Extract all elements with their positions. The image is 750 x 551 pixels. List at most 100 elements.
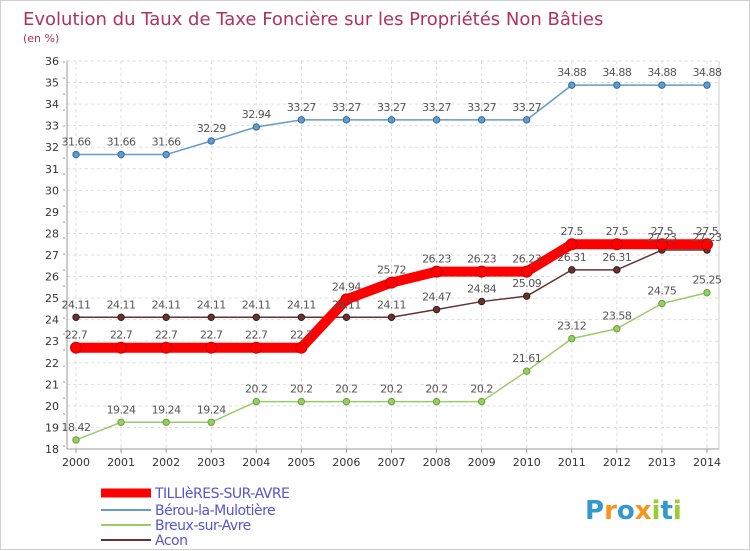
x-tick-label: 2011 bbox=[558, 456, 586, 469]
legend-label: Bérou-la-Mulotière bbox=[155, 503, 275, 519]
legend-label: Acon bbox=[155, 533, 187, 549]
data-label: 26.23 bbox=[422, 253, 451, 266]
brand-letter: i bbox=[652, 496, 661, 526]
data-label: 20.2 bbox=[245, 383, 268, 396]
data-label: 20.2 bbox=[470, 383, 493, 396]
x-tick-label: 2014 bbox=[693, 456, 721, 469]
brand-letter: x bbox=[635, 496, 652, 526]
data-point bbox=[613, 81, 621, 89]
y-tick-label: 26 bbox=[45, 271, 59, 284]
data-point bbox=[297, 397, 306, 406]
data-label: 19.24 bbox=[197, 403, 226, 416]
data-point bbox=[613, 325, 621, 333]
x-tick-label: 2000 bbox=[62, 456, 90, 469]
x-tick-label: 2009 bbox=[468, 456, 496, 469]
data-point bbox=[252, 313, 260, 321]
data-label: 33.27 bbox=[467, 101, 496, 114]
data-label: 33.27 bbox=[377, 101, 406, 114]
axes: 18 19 20 21 22 23 24 25 26 27 28 29 30 31 32 33 34 35 36 20… bbox=[45, 55, 721, 469]
data-point bbox=[250, 341, 263, 354]
data-label: 24.11 bbox=[107, 298, 136, 311]
data-label: 33.27 bbox=[332, 101, 361, 114]
x-tick-label: 2010 bbox=[513, 456, 541, 469]
x-tick-label: 2004 bbox=[242, 456, 270, 469]
data-point bbox=[162, 313, 170, 321]
data-point bbox=[568, 266, 576, 274]
y-tick-label: 21 bbox=[45, 378, 59, 391]
data-label: 31.66 bbox=[62, 136, 91, 149]
data-label: 22.7 bbox=[200, 329, 223, 342]
data-point bbox=[430, 265, 443, 278]
data-point bbox=[205, 341, 218, 354]
data-point bbox=[565, 238, 578, 251]
data-label: 32.94 bbox=[242, 108, 271, 121]
brand-letter: P bbox=[585, 496, 604, 526]
data-point bbox=[385, 276, 398, 289]
data-label: 31.66 bbox=[107, 136, 136, 149]
x-tick-label: 2002 bbox=[152, 456, 180, 469]
data-point bbox=[207, 137, 215, 145]
data-label: 22.7 bbox=[245, 329, 268, 342]
data-label: 19.24 bbox=[152, 403, 181, 416]
data-point bbox=[72, 313, 80, 321]
data-point bbox=[252, 397, 260, 406]
data-point bbox=[72, 150, 80, 159]
data-label: 22.7 bbox=[290, 329, 313, 342]
data-label: 26.31 bbox=[602, 251, 631, 264]
data-point bbox=[70, 341, 82, 354]
data-label: 24.94 bbox=[332, 280, 361, 293]
data-label: 18.42 bbox=[62, 421, 91, 434]
data-point bbox=[523, 367, 531, 375]
y-tick-label: 20 bbox=[45, 400, 59, 413]
data-point bbox=[297, 116, 306, 124]
x-tick-label: 2008 bbox=[423, 456, 451, 469]
y-tick-label: 33 bbox=[45, 120, 59, 133]
data-point bbox=[658, 299, 666, 308]
data-label: 20.2 bbox=[425, 383, 448, 396]
grid bbox=[67, 60, 719, 450]
x-tick-label: 2012 bbox=[603, 456, 631, 469]
data-label: 22.7 bbox=[65, 329, 88, 342]
data-point bbox=[387, 397, 396, 406]
data-label: 24.11 bbox=[332, 298, 361, 311]
x-tick-label: 2013 bbox=[648, 456, 676, 469]
data-label: 25.09 bbox=[512, 277, 541, 290]
x-tick-label: 2006 bbox=[332, 456, 360, 469]
y-tick-label: 22 bbox=[45, 357, 59, 370]
x-tick-label: 2005 bbox=[287, 456, 315, 469]
data-label: 23.12 bbox=[557, 320, 586, 333]
data-labels: 31.66 31.66 31.66 32.29 32.94 33.27 33.27 33.27… bbox=[62, 66, 723, 434]
data-point bbox=[162, 150, 170, 159]
legend-label: Breux-sur-Avre bbox=[155, 518, 251, 534]
data-point bbox=[340, 293, 353, 306]
data-point bbox=[568, 334, 576, 343]
legend: TILLIèRES-SUR-AVREBérou-la-MulotièreBreu… bbox=[101, 486, 290, 549]
x-tick-label: 2007 bbox=[378, 456, 406, 469]
data-label: 21.61 bbox=[512, 352, 541, 365]
data-point bbox=[477, 397, 486, 406]
data-point bbox=[613, 266, 621, 274]
data-point bbox=[387, 313, 396, 321]
data-label: 25.72 bbox=[377, 264, 406, 277]
legend-label: TILLIèRES-SUR-AVRE bbox=[154, 486, 289, 502]
data-point bbox=[295, 341, 308, 354]
data-label: 33.27 bbox=[287, 101, 316, 114]
data-point bbox=[162, 418, 170, 426]
data-label: 27.5 bbox=[606, 225, 629, 238]
data-point bbox=[342, 116, 351, 124]
y-tick-label: 30 bbox=[45, 184, 59, 197]
chart-title: Evolution du Taux de Taxe Foncière sur l… bbox=[23, 9, 603, 30]
data-label: 33.27 bbox=[512, 101, 541, 114]
y-tick-label: 18 bbox=[45, 443, 59, 456]
data-label: 20.2 bbox=[290, 383, 313, 396]
data-point bbox=[701, 238, 713, 251]
data-point bbox=[610, 238, 623, 251]
data-point bbox=[207, 418, 215, 426]
data-label: 24.47 bbox=[422, 291, 451, 304]
data-label: 33.27 bbox=[422, 101, 451, 114]
data-label: 24.11 bbox=[152, 298, 181, 311]
data-label: 26.23 bbox=[467, 253, 496, 266]
y-tick-label: 19 bbox=[45, 421, 59, 434]
data-point bbox=[432, 397, 441, 406]
